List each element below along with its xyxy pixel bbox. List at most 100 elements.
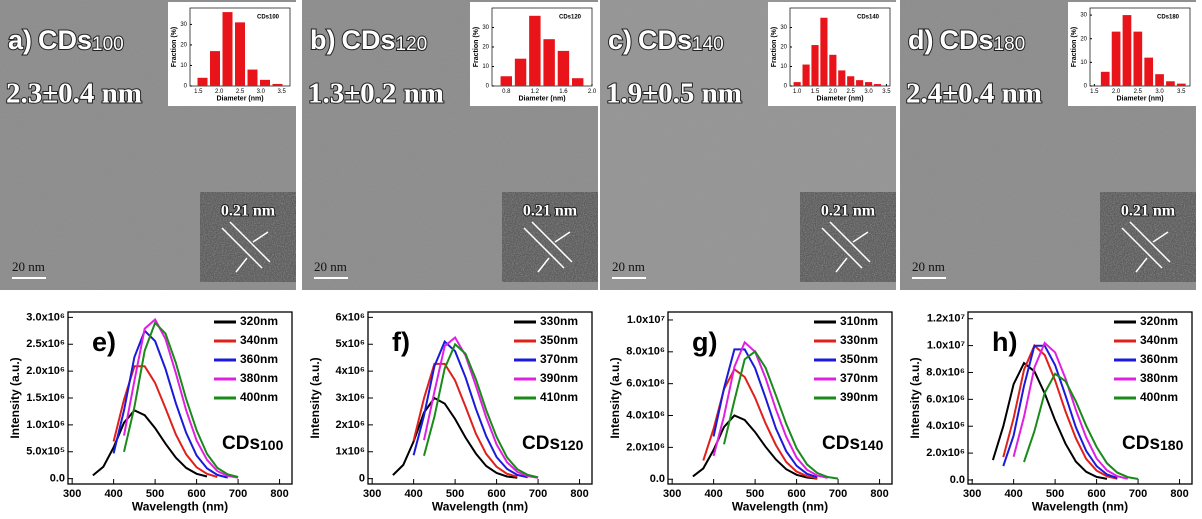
x-tick-label: 500 [746,488,764,500]
x-tick-label: 400 [404,488,422,500]
y-tick-label: 2.0x10⁶ [626,441,665,453]
x-tick-label: 2.5 [847,89,856,95]
legend-label: 310nm [840,314,878,328]
x-tick-label: 600 [487,488,505,500]
legend-label: 390nm [840,390,878,404]
y-tick-label: 0 [486,84,490,90]
y-axis-label: Fraction (%) [1071,27,1078,67]
histogram-bar [1100,71,1110,86]
arrow [1152,231,1169,243]
spectrum-line [712,340,828,479]
x-tick-label: 1.2 [531,89,540,95]
x-tick-label: 600 [1087,488,1105,500]
x-tick-label: 400 [704,488,722,500]
histogram-bar [260,79,270,86]
y-tick-label: 4.0x10⁶ [626,409,665,421]
y-tick-label: 8.0x10⁶ [926,366,965,378]
x-tick-label: 500 [1046,488,1064,500]
scale-label: 20 nm [912,259,945,274]
histogram-bar [802,64,810,86]
y-tick-label: 1x10⁶ [335,446,365,458]
x-tick-label: 2.0 [215,89,224,95]
inset-title: CDs140 [857,15,880,21]
x-tick-label: 800 [1170,488,1188,500]
legend-label: 350nm [540,333,578,347]
sample-annotation: CDs140 [822,433,884,454]
y-tick-label: 20 [482,45,489,51]
y-tick-label: 0 [359,473,365,485]
legend-label: 320nm [1140,314,1178,328]
spectrum-line [723,350,839,480]
panel-label: b) CDs120 [310,25,427,55]
lattice-label: 0.21 nm [821,203,876,220]
histogram-bar [838,70,846,86]
spectrum-line [412,339,528,479]
x-tick-label: 800 [570,488,588,500]
y-tick-label: 0.0 [950,474,965,486]
x-tick-label: 3.0 [864,89,873,95]
legend-label: 340nm [1140,333,1178,347]
y-axis-label: Intensity (a.u.) [308,357,322,438]
sample-name: CDs [222,433,260,454]
x-axis-label: Wavelength (nm) [432,499,528,513]
x-tick-label: 2.5 [236,89,245,95]
y-axis-label: Intensity (a.u.) [608,357,622,438]
hrtem-inset [1100,192,1196,282]
lattice-label: 0.21 nm [523,203,578,220]
y-tick-label: 5.0x10⁵ [26,446,65,458]
sample-sub: 120 [560,437,584,453]
histogram-bar [1155,74,1164,86]
spectrum-line [1023,372,1139,480]
legend-label: 340nm [240,333,278,347]
histogram-bar [820,17,828,86]
lattice-line [829,221,871,263]
sample-name: CDs [38,25,92,55]
legend-label: 390nm [540,371,578,385]
x-tick-label: 2.0 [1112,89,1121,95]
panel-label: a) CDs100 [8,25,124,55]
histogram-bar [543,39,555,86]
x-tick-label: 1.6 [559,89,568,95]
y-tick-label: 10 [780,64,787,70]
inset-title: CDs120 [559,15,582,21]
scale-label: 20 nm [314,259,347,274]
legend-label: 400nm [1140,390,1178,404]
y-tick-label: 0.0 [50,473,65,485]
arrow [252,231,269,243]
lattice-label: 0.21 nm [1121,203,1176,220]
legend-label: 330nm [840,333,878,347]
histogram-bar [514,58,527,86]
x-tick-label: 2.5 [1134,89,1143,95]
x-tick-label: 800 [270,488,288,500]
x-tick-label: 1.5 [811,89,820,95]
x-tick-label: 400 [1004,488,1022,500]
lattice-line [523,227,565,269]
x-axis-label: Diameter (nm) [518,95,565,102]
arrow [1135,257,1148,273]
y-tick-label: 2.0x10⁶ [926,447,965,459]
y-tick-label: 30 [1080,13,1087,19]
x-tick-label: 400 [104,488,122,500]
panel-label: g) [692,327,717,357]
arrow [852,231,869,243]
y-tick-label: 10 [1080,60,1087,66]
sample-sub: 140 [860,437,884,453]
spectrum-line [692,414,818,480]
x-tick-label: 1.5 [1090,89,1099,95]
y-tick-label: 2.5x10⁶ [26,338,65,350]
y-tick-label: 1.2x10⁷ [927,313,966,325]
panel-label: h) [992,327,1017,357]
histogram-bar [210,51,220,86]
x-tick-label: 600 [787,488,805,500]
legend-label: 380nm [1140,371,1178,385]
x-axis-label: Diameter (nm) [1116,95,1163,102]
x-tick-label: 500 [146,488,164,500]
histogram-bar [197,77,208,86]
y-tick-label: 20 [1080,36,1087,42]
x-tick-label: 600 [187,488,205,500]
x-tick-label: 300 [963,488,981,500]
x-tick-label: 700 [529,488,547,500]
y-tick-label: 6.0x10⁶ [626,378,665,390]
spectrum-line [1002,344,1118,479]
